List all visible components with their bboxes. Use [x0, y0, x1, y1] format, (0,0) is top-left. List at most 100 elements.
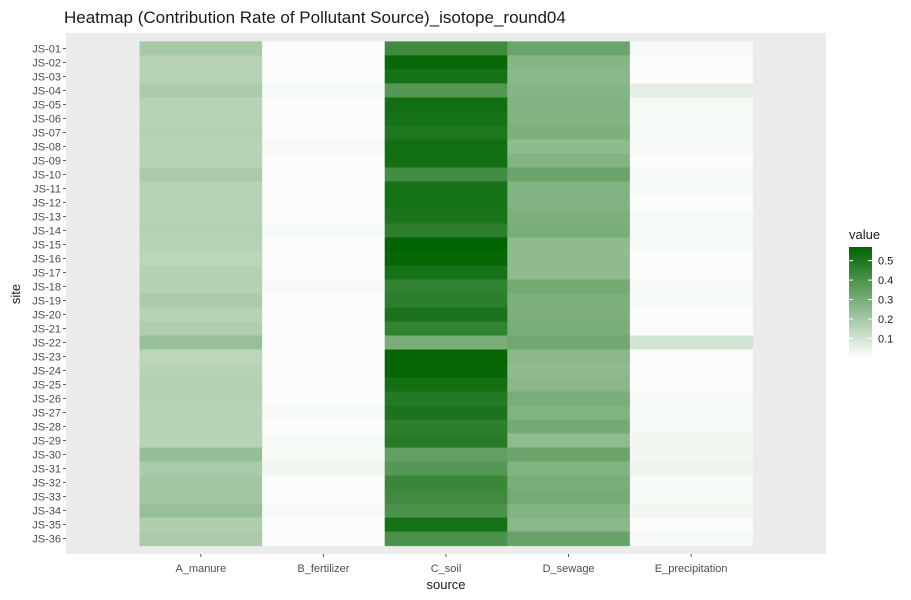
- heatmap-cell-js-28-d_sewage: [507, 419, 631, 435]
- heatmap-cell-js-12-d_sewage: [507, 195, 631, 210]
- y-tick-label-js-33: JS-33: [32, 492, 61, 504]
- heatmap-cell-js-22-a_manure: [139, 335, 263, 351]
- x-tick-label-a_manure: A_manure: [175, 563, 226, 575]
- y-tick-label-js-09: JS-09: [32, 155, 61, 167]
- heatmap-cell-js-11-b_fertilizer: [262, 181, 386, 196]
- y-tick-label-js-35: JS-35: [32, 520, 61, 532]
- heatmap-cell-js-18-b_fertilizer: [262, 279, 386, 294]
- heatmap-cell-js-32-a_manure: [139, 475, 263, 491]
- heatmap-cell-js-06-c_soil: [384, 111, 508, 126]
- heatmap-cell-js-15-a_manure: [139, 237, 263, 252]
- heatmap-cell-js-30-e_precipitation: [629, 447, 753, 463]
- heatmap-cell-js-16-b_fertilizer: [262, 251, 386, 266]
- heatmap-cell-js-21-a_manure: [139, 321, 263, 337]
- y-tick-label-js-15: JS-15: [32, 239, 61, 251]
- heatmap-cell-js-12-a_manure: [139, 195, 263, 210]
- heatmap-cell-js-15-d_sewage: [507, 237, 631, 252]
- heatmap-cell-js-31-c_soil: [384, 461, 508, 477]
- legend-tick-label-0-2: 0.2: [878, 314, 893, 326]
- heatmap-cell-js-19-e_precipitation: [629, 293, 753, 309]
- heatmap-cell-js-09-e_precipitation: [629, 153, 753, 168]
- y-tick-label-js-16: JS-16: [32, 253, 61, 265]
- heatmap-cell-js-20-b_fertilizer: [262, 307, 386, 323]
- x-axis: A_manure B_fertilizer C_soil D_sewage E_prec…: [175, 554, 728, 575]
- heatmap-cells: [139, 41, 753, 547]
- heatmap-cell-js-17-d_sewage: [507, 265, 631, 280]
- heatmap-cell-js-31-a_manure: [139, 461, 263, 477]
- heatmap-cell-js-13-d_sewage: [507, 209, 631, 224]
- y-tick-label-js-04: JS-04: [32, 85, 61, 97]
- heatmap-cell-js-24-e_precipitation: [629, 363, 753, 379]
- heatmap-cell-js-28-b_fertilizer: [262, 419, 386, 435]
- color-legend: value 0.1 0.2 0.3 0.4 0.5: [849, 227, 893, 358]
- heatmap-cell-js-27-c_soil: [384, 405, 508, 421]
- heatmap-cell-js-33-e_precipitation: [629, 489, 753, 505]
- heatmap-cell-js-33-d_sewage: [507, 489, 631, 505]
- heatmap-cell-js-11-c_soil: [384, 181, 508, 196]
- heatmap-cell-js-28-c_soil: [384, 419, 508, 435]
- legend-ticks: 0.1 0.2 0.3 0.4 0.5: [849, 256, 893, 346]
- heatmap-cell-js-04-a_manure: [139, 83, 263, 98]
- heatmap-cell-js-30-c_soil: [384, 447, 508, 463]
- y-tick-label-js-29: JS-29: [32, 436, 61, 448]
- heatmap-cell-js-20-a_manure: [139, 307, 263, 323]
- heatmap-cell-js-24-a_manure: [139, 363, 263, 379]
- heatmap-cell-js-23-c_soil: [384, 349, 508, 365]
- heatmap-cell-js-09-b_fertilizer: [262, 153, 386, 168]
- heatmap-cell-js-13-c_soil: [384, 209, 508, 224]
- heatmap-cell-js-07-c_soil: [384, 125, 508, 140]
- heatmap-cell-js-08-e_precipitation: [629, 139, 753, 154]
- heatmap-cell-js-25-d_sewage: [507, 377, 631, 393]
- heatmap-cell-js-29-d_sewage: [507, 433, 631, 449]
- y-tick-label-js-19: JS-19: [32, 296, 61, 308]
- heatmap-cell-js-02-b_fertilizer: [262, 55, 386, 70]
- heatmap-cell-js-36-a_manure: [139, 531, 263, 547]
- heatmap-cell-js-13-e_precipitation: [629, 209, 753, 224]
- heatmap-cell-js-18-e_precipitation: [629, 279, 753, 294]
- heatmap-cell-js-17-e_precipitation: [629, 265, 753, 280]
- heatmap-cell-js-32-e_precipitation: [629, 475, 753, 491]
- y-tick-label-js-27: JS-27: [32, 408, 61, 420]
- heatmap-cell-js-29-c_soil: [384, 433, 508, 449]
- heatmap-cell-js-02-c_soil: [384, 55, 508, 70]
- heatmap-cell-js-16-c_soil: [384, 251, 508, 266]
- heatmap-cell-js-03-a_manure: [139, 69, 263, 84]
- heatmap-cell-js-36-c_soil: [384, 531, 508, 547]
- y-tick-label-js-05: JS-05: [32, 99, 61, 111]
- heatmap-cell-js-05-a_manure: [139, 97, 263, 112]
- heatmap-cell-js-07-e_precipitation: [629, 125, 753, 140]
- heatmap-cell-js-33-b_fertilizer: [262, 489, 386, 505]
- legend-tick-label-0-1: 0.1: [878, 334, 893, 346]
- heatmap-cell-js-08-b_fertilizer: [262, 139, 386, 154]
- heatmap-cell-js-03-d_sewage: [507, 69, 631, 84]
- y-tick-label-js-28: JS-28: [32, 422, 61, 434]
- chart-title: Heatmap (Contribution Rate of Pollutant …: [64, 8, 566, 27]
- heatmap-cell-js-05-b_fertilizer: [262, 97, 386, 112]
- y-tick-label-js-02: JS-02: [32, 57, 61, 69]
- heatmap-cell-js-02-e_precipitation: [629, 55, 753, 70]
- heatmap-cell-js-33-c_soil: [384, 489, 508, 505]
- heatmap-cell-js-18-d_sewage: [507, 279, 631, 294]
- heatmap-cell-js-15-e_precipitation: [629, 237, 753, 252]
- y-tick-label-js-22: JS-22: [32, 338, 61, 350]
- x-tick-label-b_fertilizer: B_fertilizer: [297, 563, 349, 575]
- heatmap-cell-js-06-d_sewage: [507, 111, 631, 126]
- heatmap-cell-js-05-d_sewage: [507, 97, 631, 112]
- heatmap-cell-js-20-e_precipitation: [629, 307, 753, 323]
- legend-title: value: [849, 227, 880, 242]
- heatmap-cell-js-14-b_fertilizer: [262, 223, 386, 238]
- heatmap-cell-js-15-b_fertilizer: [262, 237, 386, 252]
- heatmap-cell-js-28-a_manure: [139, 419, 263, 435]
- heatmap-cell-js-14-c_soil: [384, 223, 508, 238]
- heatmap-cell-js-14-e_precipitation: [629, 223, 753, 238]
- heatmap-cell-js-27-b_fertilizer: [262, 405, 386, 421]
- x-tick-label-c_soil: C_soil: [431, 563, 462, 575]
- heatmap-cell-js-03-e_precipitation: [629, 69, 753, 84]
- heatmap-cell-js-20-c_soil: [384, 307, 508, 323]
- heatmap-cell-js-01-b_fertilizer: [262, 41, 386, 56]
- heatmap-cell-js-07-b_fertilizer: [262, 125, 386, 140]
- heatmap-cell-js-04-e_precipitation: [629, 83, 753, 98]
- heatmap-cell-js-29-b_fertilizer: [262, 433, 386, 449]
- heatmap-cell-js-08-d_sewage: [507, 139, 631, 154]
- heatmap-cell-js-26-a_manure: [139, 391, 263, 407]
